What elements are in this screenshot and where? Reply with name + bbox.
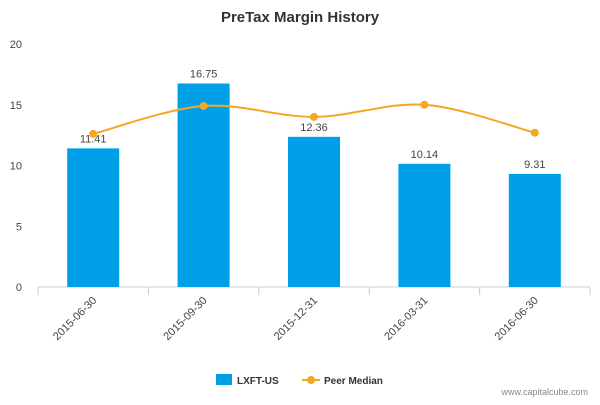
x-tick-label: 2015-12-31: [272, 295, 320, 343]
bar-value-label: 16.75: [190, 68, 218, 80]
legend-line-marker: [307, 376, 315, 384]
peer-median-point: [310, 112, 318, 121]
bar: [288, 136, 340, 287]
bar-value-label: 10.14: [411, 149, 439, 161]
bar-value-label: 12.36: [300, 122, 328, 134]
legend-label: Peer Median: [324, 376, 383, 387]
data-labels: 11.41 16.75 12.36 10.14 9.31: [80, 68, 546, 170]
credit-text: www.capitalcube.com: [500, 387, 588, 397]
x-tick-label: 2015-06-30: [51, 295, 99, 343]
peer-median-point: [530, 128, 539, 137]
y-tick-label: 0: [16, 282, 22, 294]
y-tick-label: 5: [16, 221, 22, 233]
legend-label: LXFT-US: [237, 376, 279, 387]
y-tick-label: 20: [10, 39, 22, 51]
y-tick-label: 15: [10, 100, 22, 112]
bar: [508, 173, 561, 287]
legend-bar-swatch: [216, 374, 232, 385]
chart-title: PreTax Margin History: [221, 9, 380, 26]
bar: [398, 163, 451, 287]
peer-median-point: [420, 100, 429, 109]
bar-value-label: 11.41: [80, 133, 107, 145]
bar: [177, 83, 230, 287]
peer-median-point: [89, 129, 98, 138]
legend: LXFT-US Peer Median: [216, 374, 383, 387]
x-tick-label: 2016-06-30: [493, 295, 541, 343]
peer-median-point: [199, 101, 208, 110]
x-tick-label: 2015-09-30: [161, 295, 209, 343]
bar: [67, 148, 120, 287]
y-axis: 0 5 10 15 20: [10, 39, 22, 294]
x-tick-label: 2016-03-31: [382, 295, 430, 343]
y-tick-label: 10: [10, 161, 22, 173]
bar-value-label: 9.31: [524, 159, 545, 171]
line-series: [89, 100, 539, 138]
bar-series: [67, 83, 561, 287]
x-axis: 2015-06-30 2015-09-30 2015-12-31 2016-03-31…: [37, 286, 591, 343]
